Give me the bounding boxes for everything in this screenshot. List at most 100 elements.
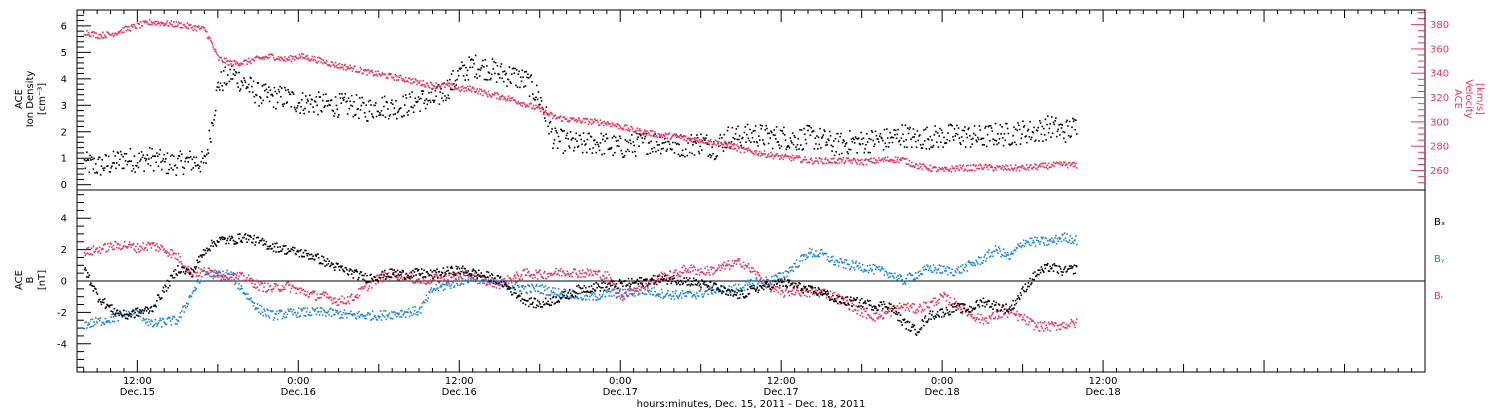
bz-point <box>995 310 998 313</box>
velocity-point <box>439 86 441 89</box>
bz-point <box>637 290 639 293</box>
bz-point <box>783 294 786 297</box>
bz-point <box>991 313 994 315</box>
velocity-point <box>845 160 847 162</box>
velocity-point <box>990 165 993 167</box>
velocity-point <box>247 57 250 60</box>
by-point <box>495 279 498 282</box>
velocity-point <box>979 163 981 166</box>
velocity-point <box>1053 165 1056 168</box>
velocity-point <box>870 160 872 163</box>
velocity-point <box>527 105 530 108</box>
density-point <box>276 92 278 95</box>
bz-point <box>393 274 396 276</box>
density-point <box>189 150 191 153</box>
density-point <box>136 161 139 164</box>
density-point <box>1006 122 1008 125</box>
bz-point <box>670 278 672 280</box>
velocity-point <box>486 96 489 98</box>
bz-point <box>262 290 264 293</box>
velocity-point <box>694 139 697 141</box>
by-point <box>1041 237 1043 240</box>
bz-point <box>689 271 692 273</box>
velocity-point <box>519 102 521 104</box>
bz-point <box>773 290 775 293</box>
by-point <box>959 272 961 275</box>
bz-point <box>625 291 627 293</box>
velocity-point <box>626 129 629 132</box>
density-point <box>950 124 953 126</box>
by-point <box>902 283 904 285</box>
by-point <box>1010 253 1012 255</box>
by-point <box>557 288 560 290</box>
by-point <box>1026 241 1028 244</box>
velocity-point <box>838 162 841 164</box>
density-point <box>853 138 855 141</box>
density-point <box>995 140 998 142</box>
density-point <box>485 78 487 81</box>
velocity-point <box>618 124 621 127</box>
density-point <box>1006 127 1009 130</box>
bz-point <box>330 299 333 302</box>
bz-point <box>494 280 497 282</box>
velocity-point <box>626 124 628 127</box>
bz-point <box>375 275 378 277</box>
velocity-point <box>960 166 962 169</box>
velocity-point <box>415 79 417 81</box>
velocity-point <box>921 168 924 170</box>
density-point <box>669 147 672 150</box>
by-point <box>278 309 281 312</box>
bz-point <box>459 275 462 277</box>
density-point <box>214 114 216 117</box>
bz-point <box>989 317 992 320</box>
by-point <box>112 316 115 318</box>
bz-point <box>308 295 310 298</box>
by-point <box>880 268 882 270</box>
by-point <box>157 322 160 324</box>
bz-point <box>1036 326 1039 329</box>
by-point <box>756 285 759 288</box>
bz-point <box>346 301 348 304</box>
bx-point <box>90 284 93 287</box>
density-point <box>702 137 705 139</box>
by-point <box>816 255 819 257</box>
density-point <box>1036 130 1039 132</box>
velocity-point <box>307 57 309 60</box>
density-point <box>305 95 307 97</box>
velocity-point <box>122 27 124 29</box>
density-point <box>552 147 554 149</box>
by-point <box>486 280 488 282</box>
density-point <box>1068 120 1071 123</box>
bz-point <box>800 295 802 297</box>
density-point <box>190 168 193 171</box>
velocity-point <box>989 166 992 169</box>
density-point <box>94 172 96 174</box>
by-point <box>936 269 939 272</box>
by-point <box>95 320 98 323</box>
bz-point <box>281 284 284 287</box>
by-point <box>149 323 152 326</box>
density-point <box>621 152 623 155</box>
bz-point <box>433 278 435 281</box>
velocity-point <box>574 119 577 122</box>
velocity-point <box>722 144 725 146</box>
density-point <box>507 78 510 81</box>
density-point <box>388 115 391 117</box>
density-point <box>745 141 747 143</box>
density-point <box>234 74 236 76</box>
density-point <box>618 145 620 148</box>
velocity-point <box>371 69 373 72</box>
velocity-point <box>1005 164 1007 167</box>
velocity-point <box>792 159 795 161</box>
bz-point <box>916 308 919 310</box>
bz-point <box>957 308 960 310</box>
by-point <box>150 319 153 321</box>
bz-point <box>326 293 329 295</box>
bz-point <box>142 242 145 244</box>
density-point <box>95 163 97 165</box>
by-point <box>436 288 438 290</box>
by-point <box>802 254 804 256</box>
density-point <box>535 96 537 99</box>
density-point <box>447 94 450 97</box>
by-point <box>917 271 920 273</box>
